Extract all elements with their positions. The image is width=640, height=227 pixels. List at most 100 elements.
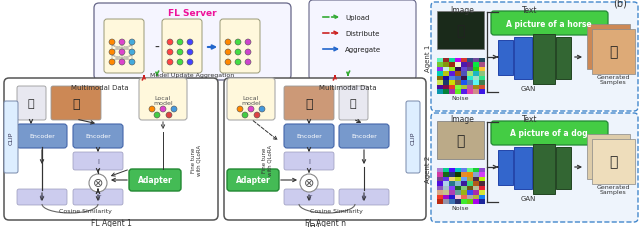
Circle shape xyxy=(119,50,125,56)
FancyBboxPatch shape xyxy=(431,3,638,111)
Text: Multimodal Data: Multimodal Data xyxy=(71,85,129,91)
Circle shape xyxy=(129,50,135,56)
Circle shape xyxy=(171,106,177,113)
Text: Cosine Similarity: Cosine Similarity xyxy=(310,209,362,214)
FancyBboxPatch shape xyxy=(491,12,608,36)
Bar xyxy=(437,121,484,159)
Circle shape xyxy=(177,40,183,46)
Text: Generated
Samples: Generated Samples xyxy=(596,184,630,195)
Text: I: I xyxy=(308,158,310,164)
Circle shape xyxy=(160,106,166,113)
Circle shape xyxy=(248,106,254,113)
Bar xyxy=(498,41,513,76)
Text: Text: Text xyxy=(522,115,538,124)
Bar xyxy=(556,147,571,189)
Text: 📄: 📄 xyxy=(349,99,356,109)
Circle shape xyxy=(235,50,241,56)
Text: Noise: Noise xyxy=(451,96,468,101)
Circle shape xyxy=(119,60,125,66)
Circle shape xyxy=(167,60,173,66)
FancyBboxPatch shape xyxy=(73,189,123,205)
FancyBboxPatch shape xyxy=(284,87,334,121)
Bar xyxy=(514,147,532,189)
Circle shape xyxy=(187,40,193,46)
Text: GAN: GAN xyxy=(520,195,536,201)
Circle shape xyxy=(149,106,155,113)
FancyBboxPatch shape xyxy=(73,152,123,170)
Text: 🐴: 🐴 xyxy=(609,45,617,59)
Circle shape xyxy=(225,40,231,46)
Text: Generated
Samples: Generated Samples xyxy=(596,74,630,85)
Bar xyxy=(556,38,571,80)
Text: GAN: GAN xyxy=(520,86,536,92)
Text: Distribute: Distribute xyxy=(345,31,380,37)
Text: T: T xyxy=(307,194,311,200)
Bar xyxy=(498,150,513,185)
Text: CLIP: CLIP xyxy=(410,131,415,144)
FancyBboxPatch shape xyxy=(17,189,67,205)
Bar xyxy=(587,134,630,179)
FancyBboxPatch shape xyxy=(227,169,279,191)
Circle shape xyxy=(167,50,173,56)
Circle shape xyxy=(154,113,160,118)
FancyBboxPatch shape xyxy=(129,169,181,191)
FancyBboxPatch shape xyxy=(339,87,368,121)
Text: (b): (b) xyxy=(613,0,627,8)
FancyBboxPatch shape xyxy=(284,189,334,205)
FancyBboxPatch shape xyxy=(284,152,334,170)
Text: FL Agent 1: FL Agent 1 xyxy=(91,219,131,227)
Text: Model Update Aggregation: Model Update Aggregation xyxy=(150,72,234,77)
Text: Multimodal Data: Multimodal Data xyxy=(319,85,377,91)
Text: Adapter: Adapter xyxy=(236,176,270,185)
Text: Noise: Noise xyxy=(451,206,468,211)
Circle shape xyxy=(109,50,115,56)
Text: I*: I* xyxy=(362,194,367,200)
Circle shape xyxy=(235,60,241,66)
Circle shape xyxy=(109,40,115,46)
Text: Text: Text xyxy=(522,5,538,15)
Text: 🚗: 🚗 xyxy=(72,97,80,110)
Text: I: I xyxy=(97,158,99,164)
Circle shape xyxy=(259,106,265,113)
Circle shape xyxy=(166,113,172,118)
Circle shape xyxy=(235,40,241,46)
Text: ⊗: ⊗ xyxy=(304,177,314,190)
FancyBboxPatch shape xyxy=(17,124,67,148)
Circle shape xyxy=(187,50,193,56)
Text: Image: Image xyxy=(450,115,474,124)
FancyBboxPatch shape xyxy=(4,101,18,173)
Bar xyxy=(514,38,532,80)
FancyBboxPatch shape xyxy=(94,4,291,81)
Circle shape xyxy=(225,60,231,66)
FancyBboxPatch shape xyxy=(431,114,638,222)
Text: Local
model: Local model xyxy=(153,95,173,106)
Text: ⊗: ⊗ xyxy=(93,177,103,190)
Circle shape xyxy=(237,106,243,113)
Text: Local
model: Local model xyxy=(241,95,261,106)
Circle shape xyxy=(245,60,251,66)
Bar xyxy=(533,144,555,194)
FancyBboxPatch shape xyxy=(491,121,608,145)
Text: Cosine Similarity: Cosine Similarity xyxy=(59,209,111,214)
Text: Encoder: Encoder xyxy=(296,134,322,139)
Circle shape xyxy=(300,174,318,192)
Text: (a): (a) xyxy=(306,220,320,227)
Text: I*: I* xyxy=(39,194,45,200)
Text: 🐕: 🐕 xyxy=(305,97,313,110)
FancyBboxPatch shape xyxy=(309,1,416,81)
Text: 🐴: 🐴 xyxy=(456,24,464,38)
Bar xyxy=(592,30,635,75)
Text: Adapter: Adapter xyxy=(138,176,172,185)
FancyBboxPatch shape xyxy=(227,79,275,121)
FancyBboxPatch shape xyxy=(224,79,426,220)
FancyBboxPatch shape xyxy=(104,20,144,74)
Text: 🐕: 🐕 xyxy=(456,133,464,147)
Text: 🐩: 🐩 xyxy=(609,154,617,168)
Text: Encoder: Encoder xyxy=(29,134,55,139)
Circle shape xyxy=(242,113,248,118)
FancyBboxPatch shape xyxy=(406,101,420,173)
Bar xyxy=(587,25,630,70)
Text: Fine tune
with QLoRA: Fine tune with QLoRA xyxy=(191,144,202,175)
Bar xyxy=(592,139,635,184)
Text: Encoder: Encoder xyxy=(85,134,111,139)
